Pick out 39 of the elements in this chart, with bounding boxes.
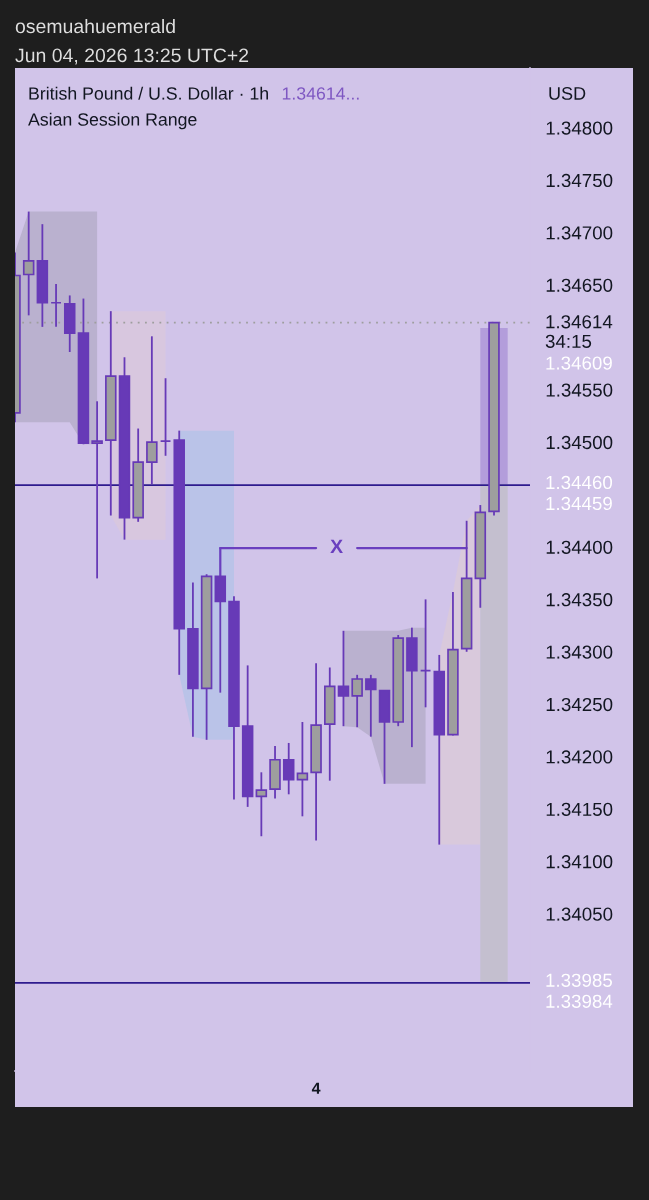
ref-line-label: 1.33984: [546, 994, 613, 1008]
candlestick: [146, 335, 158, 485]
ref-line-label: 1.34614 34:15: [545, 315, 613, 348]
candlestick: [91, 400, 103, 580]
y-tick-label: 1.34250: [546, 697, 613, 712]
candlestick: [337, 629, 350, 728]
y-tick-label: 1.34550: [546, 383, 613, 397]
text: 1.34609: [546, 356, 612, 370]
text: British Pound / U.S. Dollar · 1h: [29, 86, 268, 100]
y-tick-label: 1.34700: [546, 226, 613, 240]
candlestick: [50, 282, 62, 328]
y-tick-label: 1.34300: [546, 645, 613, 659]
series-label: X: [330, 539, 343, 554]
y-tick-label: 1.34400: [546, 540, 613, 554]
y-tick-label: 1.34800: [546, 121, 613, 135]
candlestick: [365, 673, 377, 738]
candlestick: [159, 377, 172, 457]
text: osemuahuemerald: [15, 18, 175, 34]
y-tick-label: 1.34650: [546, 278, 613, 292]
y-tick-label: 1.34350: [546, 593, 613, 607]
text: 1.33985: [546, 973, 612, 987]
y-tick-label: 1.34100: [546, 855, 613, 869]
y-tick-label: 1.34050: [546, 907, 613, 921]
candlestick: [419, 598, 432, 709]
y-tick-label: 1.34150: [546, 802, 613, 816]
y-tick-label: 1.34500: [546, 435, 613, 450]
y-tick-label: 1.34200: [546, 750, 613, 764]
text: Asian Session Range: [28, 112, 197, 130]
candlestick: [351, 673, 363, 729]
candlestick: [22, 210, 35, 317]
y-tick-label: 1.34750: [546, 173, 613, 188]
text: Jun 04, 2026 13:25 UTC+2: [15, 48, 249, 65]
y-axis-title: USD: [549, 87, 586, 100]
text: 1.34460: [546, 475, 613, 490]
annotation: 1.34614...: [282, 87, 359, 100]
ref-line-label: 1.34459: [546, 496, 612, 511]
candlestick: [255, 771, 268, 838]
candlestick: [282, 742, 295, 796]
x-tick-label: 4: [311, 1082, 321, 1094]
